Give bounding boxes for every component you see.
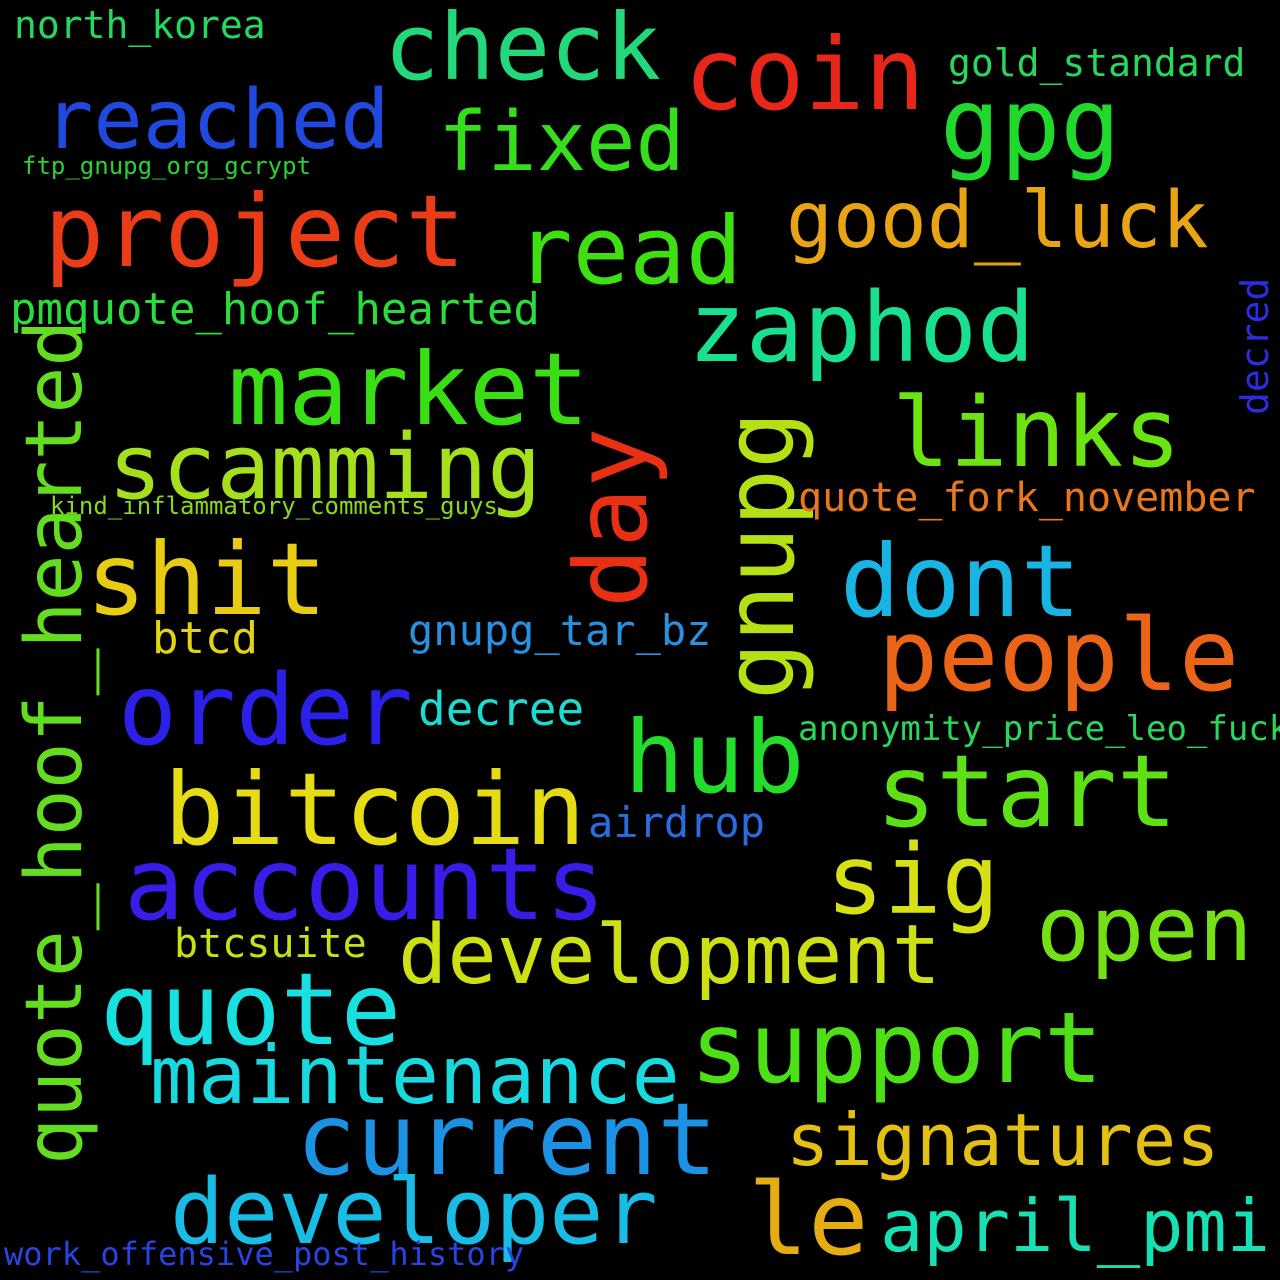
word-zaphod: zaphod <box>688 272 1035 384</box>
word-read: read <box>516 197 743 306</box>
word-day: day <box>553 427 670 608</box>
word-links: links <box>892 377 1181 489</box>
word-development: development <box>398 908 942 1003</box>
word-le: le <box>748 1161 869 1278</box>
word-reached: reached <box>44 73 390 168</box>
word-hub: hub <box>624 699 805 816</box>
word-decred: decred <box>1233 277 1277 415</box>
word-people: people <box>878 597 1240 714</box>
word-coin: coin <box>684 16 925 133</box>
word-quote-fork-november: quote_fork_november <box>798 475 1256 521</box>
word-good-luck: good_luck <box>786 176 1209 266</box>
word-work-offensive-post-history: work_offensive_post_history <box>4 1235 525 1273</box>
word-fixed: fixed <box>438 95 685 190</box>
word-start: start <box>876 733 1178 850</box>
word-ftp-gnupg-org-gcrypt: ftp_gnupg_org_gcrypt <box>22 152 311 180</box>
word-quote: quote <box>100 951 402 1068</box>
word-accounts: accounts <box>124 826 606 943</box>
word-north-korea: north_korea <box>14 3 266 47</box>
word-sig: sig <box>826 824 1000 936</box>
word-april-pmi: april_pmi <box>880 1184 1271 1268</box>
word-kind-inflammatory-comments-guys: kind_inflammatory_comments_guys <box>50 492 498 520</box>
word-current: current <box>296 1081 718 1198</box>
word-market: market <box>228 331 590 448</box>
word-anonymity-price-leo-fuck: anonymity_price_leo_fuck <box>798 709 1280 749</box>
word-support: support <box>690 992 1104 1106</box>
word-bitcoin: bitcoin <box>164 751 586 868</box>
word-maintenance: maintenance <box>150 1029 680 1122</box>
word-gold-standard: gold_standard <box>948 41 1246 85</box>
word-gpg: gpg <box>940 66 1121 183</box>
word-scamming: scamming <box>108 415 542 520</box>
word-airdrop: airdrop <box>588 798 766 847</box>
word-developer: developer <box>170 1160 658 1265</box>
word-dont: dont <box>840 523 1081 640</box>
word-btcsuite: btcsuite <box>174 921 367 967</box>
word-quote-hoof-hearted: quote_hoof_hearted <box>10 319 100 1165</box>
word-shit: shit <box>86 521 327 638</box>
word-gnupg-tar-bz: gnupg_tar_bz <box>408 606 712 655</box>
word-open: open <box>1036 877 1253 982</box>
word-gnupg: gnupg <box>704 411 816 700</box>
word-pmquote-hoof-hearted: pmquote_hoof_hearted <box>10 284 540 335</box>
word-project: project <box>44 173 466 290</box>
word-check: check <box>384 0 661 101</box>
word-btcd: btcd <box>152 613 258 664</box>
word-decree: decree <box>418 682 585 736</box>
word-signatures: signatures <box>786 1098 1220 1182</box>
word-order: order <box>118 654 414 768</box>
